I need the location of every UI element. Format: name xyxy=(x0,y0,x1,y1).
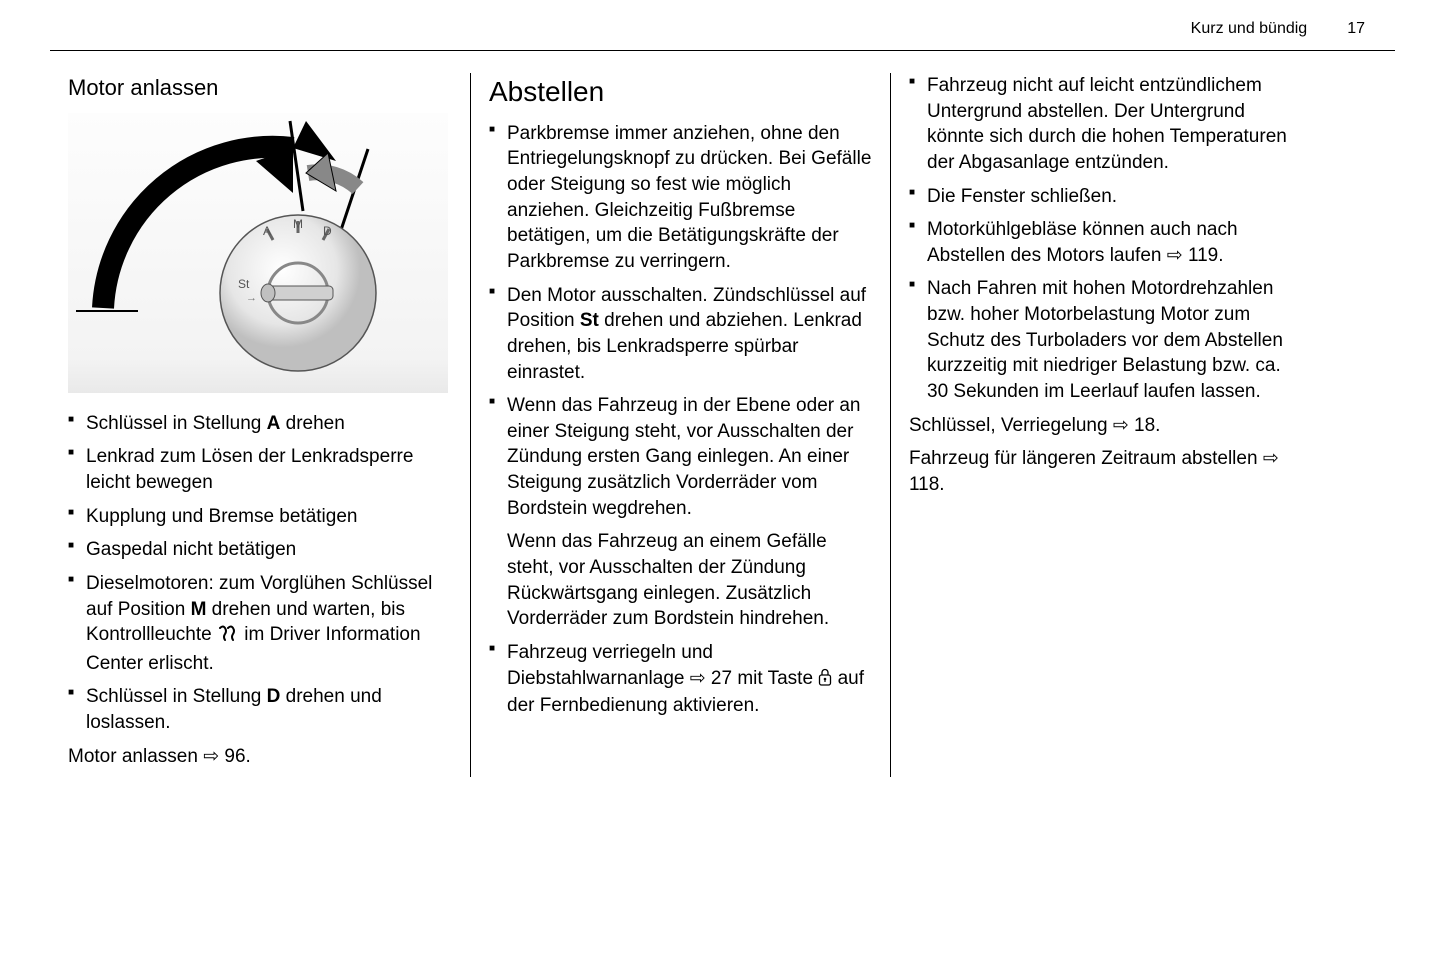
ignition-label-d: D xyxy=(323,224,332,238)
ignition-figure: St A M D → xyxy=(68,113,448,393)
col2-item: Wenn das Fahrzeug in der Ebene oder an e… xyxy=(489,393,872,521)
col3-paragraph: Fahrzeug für längeren Zeitraum abstellen… xyxy=(909,446,1292,497)
col2-item: Parkbremse immer anziehen, ohne den Entr… xyxy=(489,121,872,275)
lock-icon xyxy=(818,668,832,694)
header-page-number: 17 xyxy=(1347,20,1365,38)
col3-paragraph: Schlüssel, Verriegelung ⇨ 18. xyxy=(909,413,1292,439)
col1-item: Schlüssel in Stellung D drehen und losla… xyxy=(68,684,452,735)
ignition-label-a: A xyxy=(263,224,271,238)
col1-item: Lenkrad zum Lösen der Lenkradsperre leic… xyxy=(68,444,452,495)
col2-sub-paragraph: Wenn das Fahrzeug an einem Gefälle steht… xyxy=(489,529,872,632)
col1-footnote: Motor anlassen ⇨ 96. xyxy=(68,744,452,770)
col2-list: Parkbremse immer anziehen, ohne den Entr… xyxy=(489,121,872,719)
col3-item: Nach Fahren mit hohen Motordrehzahlen bz… xyxy=(909,276,1292,404)
col1-item: Kupplung und Bremse betätigen xyxy=(68,504,452,530)
col1-item: Dieselmotoren: zum Vorglühen Schlüssel a… xyxy=(68,571,452,677)
content-columns: Motor anlassen xyxy=(50,73,1395,777)
col1-list: Schlüssel in Stellung A drehen Lenkrad zu… xyxy=(68,411,452,736)
col3-list: Fahrzeug nicht auf leicht entzündlichem … xyxy=(909,73,1292,405)
preheat-icon xyxy=(217,625,239,651)
ignition-label-m: M xyxy=(293,217,303,231)
col1-item: Schlüssel in Stellung A drehen xyxy=(68,411,452,437)
ignition-label-st: St xyxy=(238,277,250,291)
reference-icon: ⇨ xyxy=(1113,415,1129,436)
header-title: Kurz und bündig xyxy=(1191,20,1308,38)
col2-heading: Abstellen xyxy=(489,73,872,111)
column-1: Motor anlassen xyxy=(50,73,470,777)
svg-text:→: → xyxy=(246,292,257,304)
reference-icon: ⇨ xyxy=(203,746,219,767)
col1-heading: Motor anlassen xyxy=(68,73,452,103)
column-3: Fahrzeug nicht auf leicht entzündlichem … xyxy=(890,73,1310,777)
reference-icon: ⇨ xyxy=(690,668,706,689)
col3-item: Fahrzeug nicht auf leicht entzündlichem … xyxy=(909,73,1292,176)
page-header: Kurz und bündig 17 xyxy=(50,20,1395,51)
col2-item: Den Motor ausschalten. Zündschlüssel auf… xyxy=(489,283,872,386)
reference-icon: ⇨ xyxy=(1167,245,1183,266)
reference-icon: ⇨ xyxy=(1263,448,1279,469)
column-2: Abstellen Parkbremse immer anziehen, ohn… xyxy=(470,73,890,777)
col1-item: Gaspedal nicht betätigen xyxy=(68,537,452,563)
col3-item: Motorkühlgebläse können auch nach Abstel… xyxy=(909,217,1292,268)
col2-item: Fahrzeug verriegeln und Diebstahlwarnanl… xyxy=(489,640,872,719)
col3-item: Die Fenster schließen. xyxy=(909,184,1292,210)
